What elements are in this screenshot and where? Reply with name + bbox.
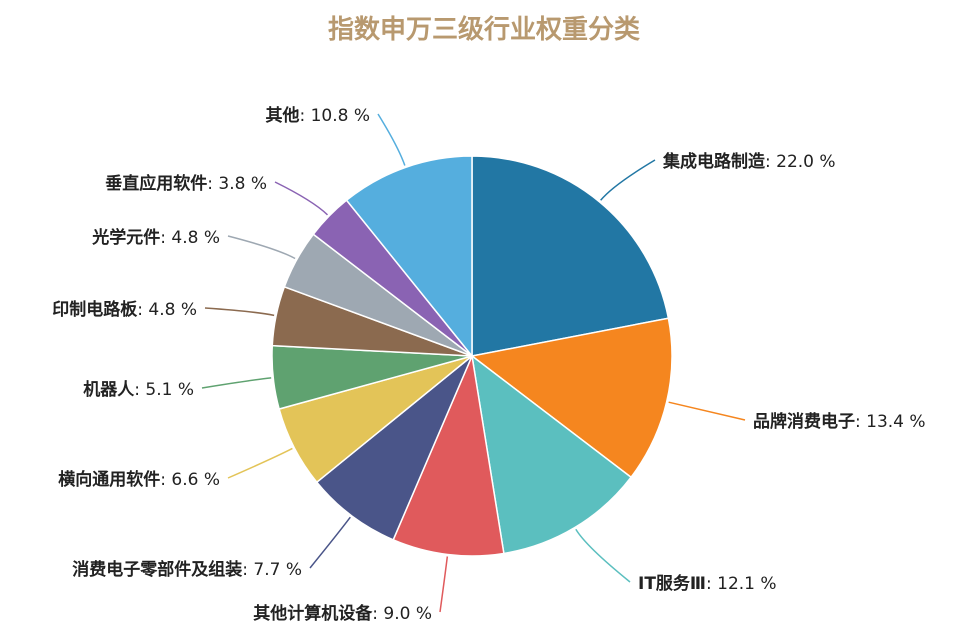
leader-line (377, 113, 406, 166)
chart-title: 指数申万三级行业权重分类 (328, 14, 640, 45)
slice-label: 横向通用软件: 6.6 % (58, 469, 220, 490)
slice-label: 印制电路板: 4.8 % (52, 299, 197, 320)
value-label: : 13.4 % (855, 412, 926, 432)
pie-slice (470, 317, 673, 479)
value-label: : 12.1 % (706, 574, 777, 594)
leader-line (227, 235, 296, 260)
slice-label: IT服务Ⅲ: 12.1 % (638, 573, 777, 594)
value-label: : 6.6 % (160, 470, 220, 490)
category-label: 横向通用软件 (58, 469, 160, 490)
category-label: 其他 (265, 105, 299, 126)
pie-slice (392, 353, 505, 557)
value-label: : 5.1 % (134, 380, 194, 400)
leader-line (439, 556, 449, 613)
value-label: : 10.8 % (299, 106, 370, 126)
value-label: : 4.8 % (137, 300, 197, 320)
slice-label: 品牌消费电子: 13.4 % (753, 411, 926, 432)
category-label: 垂直应用软件 (105, 173, 207, 194)
value-label: : 22.0 % (765, 152, 836, 172)
value-label: : 3.8 % (207, 174, 267, 194)
slice-label: 其他: 10.8 % (265, 105, 370, 126)
leader-line (600, 159, 656, 201)
leader-line (201, 377, 272, 389)
slice-label: 光学元件: 4.8 % (91, 227, 220, 248)
value-label: : 4.8 % (160, 228, 220, 248)
category-label: 印制电路板 (52, 299, 138, 320)
slice-label: 其他计算机设备: 9.0 % (253, 603, 432, 624)
leader-line (227, 447, 293, 479)
pie-slice (471, 155, 670, 357)
category-label: 消费电子零部件及组装 (72, 559, 242, 580)
category-label: 机器人 (83, 379, 135, 400)
leader-line (274, 181, 329, 216)
slice-label: 消费电子零部件及组装: 7.7 % (72, 559, 302, 580)
slice-label: 集成电路制造: 22.0 % (662, 151, 836, 172)
value-label: : 9.0 % (372, 604, 432, 624)
slice-label: 机器人: 5.1 % (83, 379, 194, 400)
pie-slice (470, 354, 633, 555)
leader-line (668, 401, 746, 421)
slice-label: 垂直应用软件: 3.8 % (105, 173, 267, 194)
category-label: 品牌消费电子 (753, 411, 855, 432)
leader-line (575, 528, 631, 583)
value-label: : 7.7 % (242, 560, 302, 580)
pie-slice (315, 355, 473, 541)
category-label: 其他计算机设备 (253, 603, 373, 624)
category-label: 光学元件 (91, 227, 160, 248)
category-label: 集成电路制造 (662, 151, 766, 172)
category-label: IT服务Ⅲ (638, 573, 706, 594)
pie-slice (345, 155, 473, 359)
leader-line (204, 307, 275, 317)
leader-line (309, 516, 351, 569)
